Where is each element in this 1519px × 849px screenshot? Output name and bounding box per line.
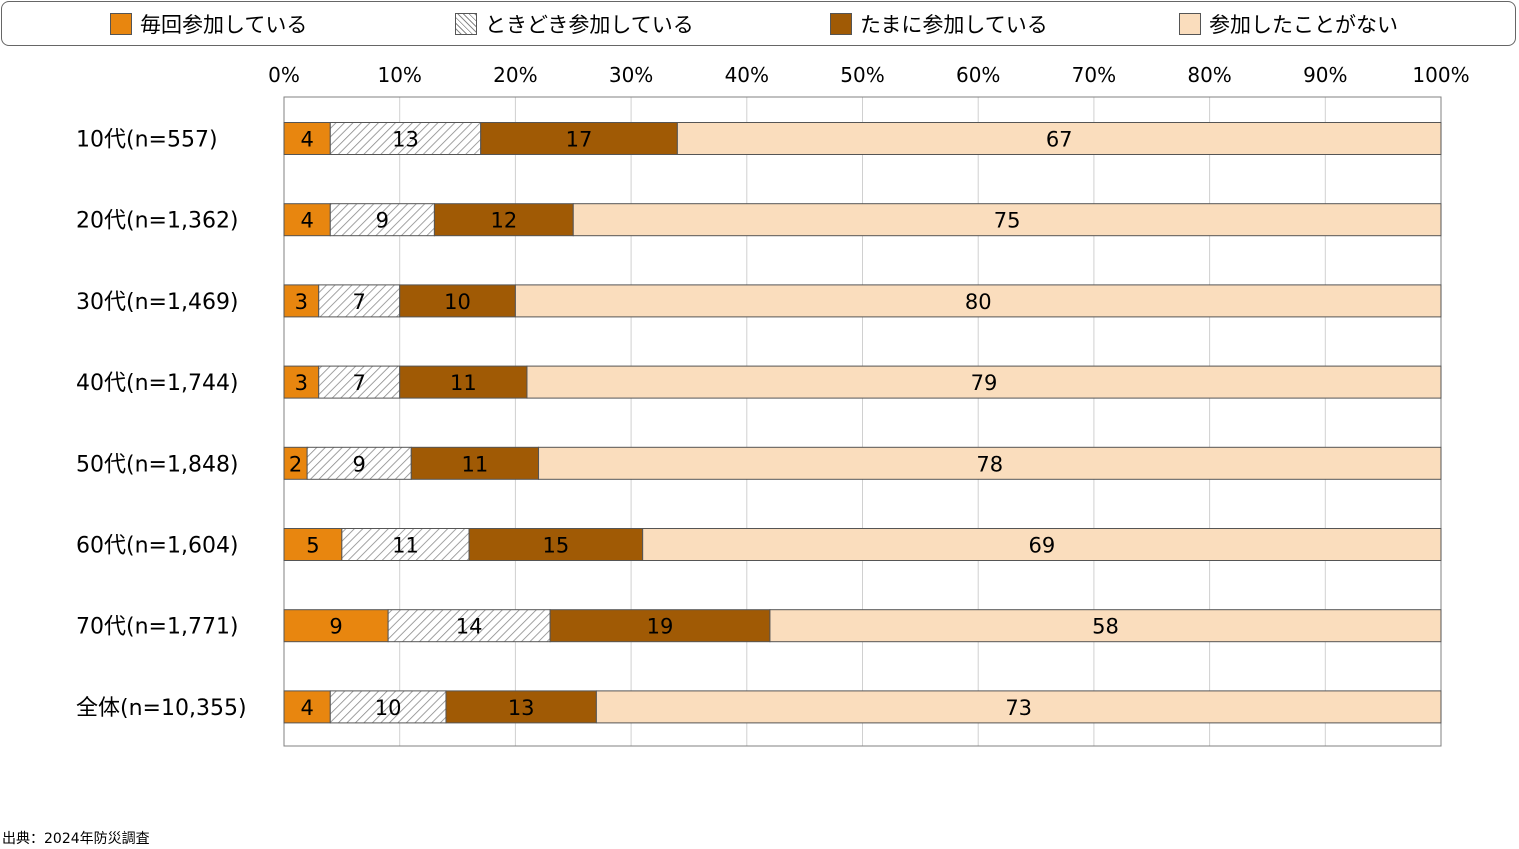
- data-label: 80: [965, 290, 992, 314]
- x-tick-label: 40%: [725, 63, 769, 87]
- data-label: 12: [490, 209, 517, 233]
- data-label: 67: [1046, 128, 1073, 152]
- stacked-bar-chart: 0% 10% 20% 30% 40% 50% 60% 70% 80% 90% 100% 10代(n=5…: [76, 63, 1470, 747]
- data-label: 7: [353, 371, 366, 395]
- legend-swatch-sometimes: [455, 13, 477, 35]
- bar-segment: [538, 446, 1442, 480]
- category-label: 20代(n=1,362): [76, 209, 239, 234]
- data-label: 3: [295, 371, 308, 395]
- x-tick-label: 10%: [377, 63, 421, 87]
- data-label: 9: [329, 615, 342, 639]
- data-label: 11: [392, 534, 419, 558]
- legend-item-never: 参加したことがない: [1179, 10, 1398, 38]
- bar-segment: [283, 122, 331, 155]
- category-label: 60代(n=1,604): [76, 534, 239, 559]
- bar-segment: [399, 284, 516, 318]
- data-label: 4: [300, 209, 313, 233]
- data-label: 3: [295, 290, 308, 314]
- bar-segment: [318, 365, 401, 399]
- bar-segment: [329, 690, 447, 724]
- x-tick-label: 70%: [1072, 63, 1116, 87]
- bar-segment: [526, 365, 1442, 399]
- data-label: 9: [353, 452, 366, 476]
- bar-segment: [283, 203, 331, 237]
- legend-item-every-time: 毎回参加している: [110, 10, 307, 38]
- bar-segment: [468, 528, 644, 561]
- data-label: 13: [392, 128, 419, 152]
- data-label: 19: [647, 615, 674, 639]
- bar-segment: [283, 528, 343, 561]
- legend-label-occasionally: たまに参加している: [860, 13, 1048, 37]
- data-label: 73: [1005, 696, 1032, 720]
- legend-label-sometimes: ときどき参加している: [485, 13, 694, 37]
- data-label: 4: [300, 128, 313, 152]
- data-label: 7: [353, 290, 366, 314]
- bar-segment: [283, 690, 331, 724]
- data-label: 58: [1092, 615, 1119, 639]
- category-label: 10代(n=557): [76, 128, 218, 153]
- bar-segment: [329, 122, 482, 155]
- bar-segment: [283, 365, 320, 399]
- data-label: 2: [289, 452, 302, 476]
- category-label: 全体(n=10,355): [76, 696, 247, 721]
- x-tick-label: 20%: [493, 63, 537, 87]
- x-tick-label: 80%: [1187, 63, 1231, 87]
- legend-swatch-occasionally: [830, 13, 852, 35]
- data-label: 15: [543, 534, 570, 558]
- bar-segment: [595, 690, 1442, 724]
- data-label: 75: [994, 209, 1021, 233]
- x-tick-label: 0%: [268, 63, 300, 87]
- x-tick-label: 60%: [956, 63, 1000, 87]
- source-note: 出典：2024年防災調査: [2, 831, 150, 847]
- category-label: 30代(n=1,469): [76, 290, 239, 315]
- bar-segment: [341, 528, 470, 561]
- legend-label-every-time: 毎回参加している: [140, 13, 308, 37]
- legend-label-never: 参加したことがない: [1209, 13, 1398, 37]
- category-label: 50代(n=1,848): [76, 452, 239, 477]
- bar-segment: [387, 609, 551, 643]
- data-label: 11: [462, 452, 489, 476]
- bar-segment: [410, 446, 540, 480]
- bar-segment: [283, 609, 389, 643]
- bar-segment: [676, 122, 1442, 155]
- data-label: 79: [971, 371, 998, 395]
- bar-segment: [514, 284, 1442, 318]
- data-label: 10: [375, 696, 402, 720]
- bar-segment: [549, 609, 771, 643]
- bar-segment: [572, 203, 1442, 237]
- plot-frame: [283, 96, 1442, 747]
- legend-item-occasionally: たまに参加している: [830, 10, 1048, 38]
- x-tick-label: 30%: [609, 63, 653, 87]
- legend-swatch-every-time: [110, 13, 132, 35]
- bar-segment: [642, 528, 1442, 561]
- bar-segment: [318, 284, 401, 318]
- data-label: 17: [566, 128, 593, 152]
- legend-item-sometimes: ときどき参加している: [455, 10, 694, 38]
- legend-swatch-never: [1179, 13, 1201, 35]
- x-tick-label: 50%: [840, 63, 884, 87]
- data-label: 13: [508, 696, 535, 720]
- data-label: 69: [1028, 534, 1055, 558]
- bar-segment: [306, 446, 412, 480]
- data-label: 14: [456, 615, 483, 639]
- data-label: 5: [306, 534, 319, 558]
- data-label: 10: [444, 290, 471, 314]
- legend: 毎回参加している ときどき参加している たまに参加している 参加したことがない: [1, 1, 1516, 46]
- bar-segment: [480, 122, 678, 155]
- category-label: 40代(n=1,744): [76, 371, 239, 396]
- data-label: 11: [450, 371, 477, 395]
- x-tick-label: 100%: [1412, 63, 1469, 87]
- bar-segment: [769, 609, 1442, 643]
- data-label: 4: [300, 696, 313, 720]
- bar-segment: [329, 203, 435, 237]
- x-tick-label: 90%: [1303, 63, 1347, 87]
- category-label: 70代(n=1,771): [76, 615, 239, 640]
- data-label: 78: [976, 452, 1003, 476]
- data-label: 9: [376, 209, 389, 233]
